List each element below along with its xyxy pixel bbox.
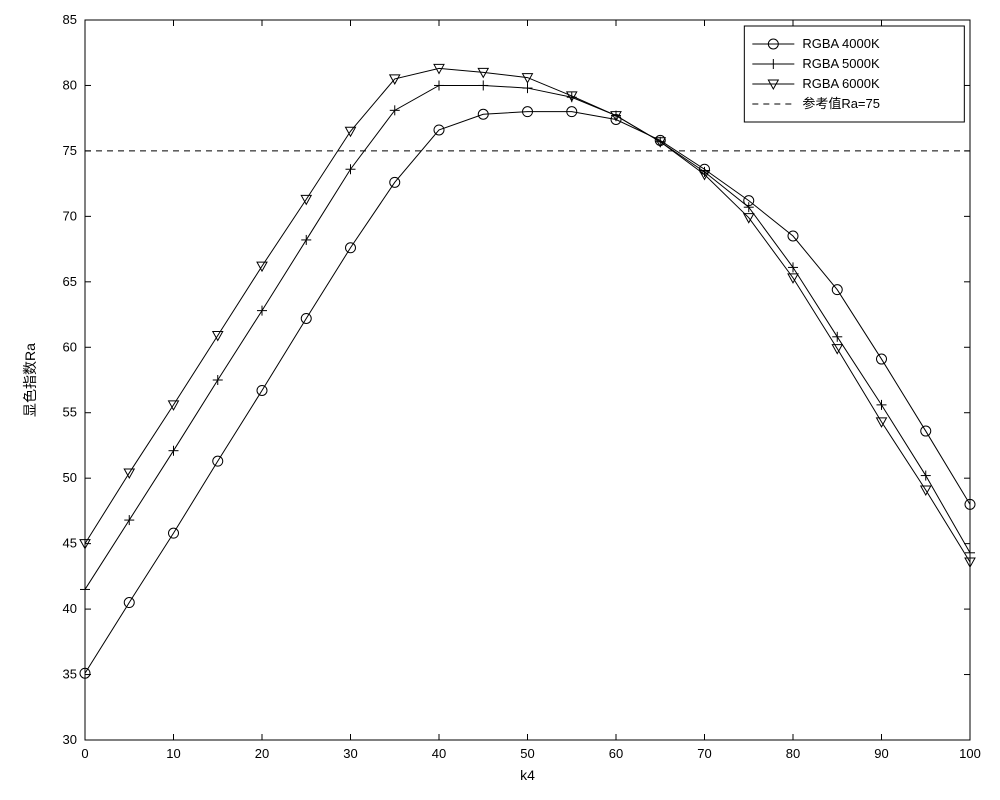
x-tick-label: 70 xyxy=(697,746,711,761)
legend-label: RGBA 4000K xyxy=(802,36,880,51)
y-tick-label: 75 xyxy=(63,143,77,158)
x-tick-label: 100 xyxy=(959,746,981,761)
y-tick-label: 55 xyxy=(63,405,77,420)
chart-svg: 0 10 20 30 40 50 60 70 80 90 100 30 35 40 45 50 55 60 65 70… xyxy=(0,0,1000,800)
series-line xyxy=(85,68,970,562)
y-tick-label: 35 xyxy=(63,667,77,682)
legend-label: 参考值Ra=75 xyxy=(802,96,880,111)
series-RGBA-4000K xyxy=(80,107,975,679)
x-axis-label: k4 xyxy=(520,767,535,783)
y-tick-label: 40 xyxy=(63,601,77,616)
y-tick-label: 50 xyxy=(63,470,77,485)
series-RGBA-6000K xyxy=(80,64,975,567)
x-tick-label: 60 xyxy=(609,746,623,761)
y-tick-label: 80 xyxy=(63,77,77,92)
legend-label: RGBA 5000K xyxy=(802,56,880,71)
x-tick-label: 20 xyxy=(255,746,269,761)
x-tick-label: 80 xyxy=(786,746,800,761)
y-axis-label: 显色指数Ra xyxy=(22,343,38,417)
x-tick-label: 90 xyxy=(874,746,888,761)
x-tick-label: 30 xyxy=(343,746,357,761)
y-tick-label: 70 xyxy=(63,208,77,223)
x-tick-label: 10 xyxy=(166,746,180,761)
y-tick-label: 60 xyxy=(63,339,77,354)
legend-label: RGBA 6000K xyxy=(802,76,880,91)
y-tick-label: 65 xyxy=(63,274,77,289)
y-tick-label: 85 xyxy=(63,12,77,27)
x-tick-label: 40 xyxy=(432,746,446,761)
x-tick-label: 0 xyxy=(81,746,88,761)
series-line xyxy=(85,112,970,674)
y-tick-label: 45 xyxy=(63,536,77,551)
legend: RGBA 4000K RGBA 5000K RGBA 6000K 参考值Ra=75 xyxy=(744,26,964,122)
x-tick-label: 50 xyxy=(520,746,534,761)
y-tick-label: 30 xyxy=(63,732,77,747)
series-RGBA-5000K xyxy=(80,80,975,594)
chart-container: 0 10 20 30 40 50 60 70 80 90 100 30 35 40 45 50 55 60 65 70… xyxy=(0,0,1000,800)
